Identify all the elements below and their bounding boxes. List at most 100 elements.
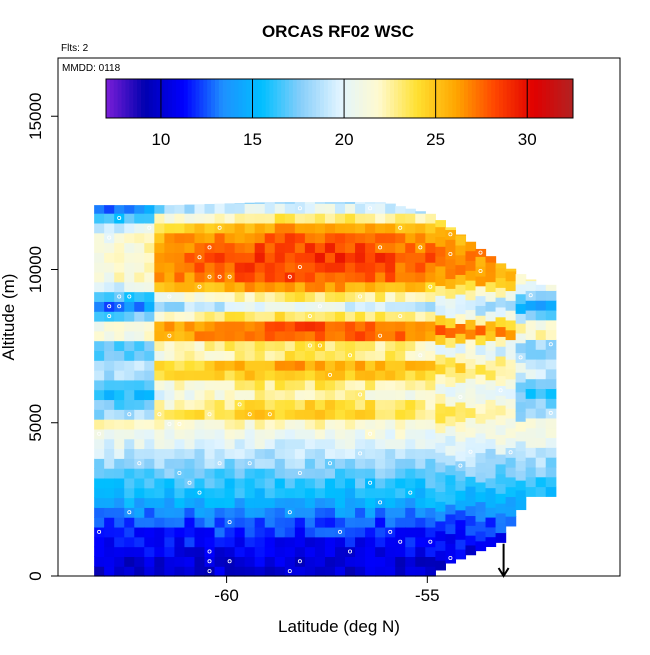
heatmap-cell [244, 468, 256, 479]
heatmap-cell [114, 517, 125, 528]
heatmap-cell [94, 566, 105, 577]
heatmap-cell [174, 399, 186, 410]
heatmap-cell [334, 203, 346, 214]
heatmap-cell [405, 370, 416, 381]
heatmap-cell [134, 360, 145, 371]
heatmap-cell [455, 392, 467, 403]
heatmap-cell [304, 419, 316, 430]
heatmap-cell [284, 389, 296, 401]
heatmap-cell [224, 458, 236, 469]
heatmap-cell [435, 520, 446, 532]
heatmap-cell [475, 511, 487, 522]
heatmap-cell [355, 536, 366, 548]
heatmap-cell [535, 329, 547, 340]
heatmap-cell [94, 222, 105, 234]
heatmap-cell [334, 271, 346, 283]
colorbar-segment [164, 79, 169, 118]
heatmap-cell [254, 281, 266, 293]
heatmap-cell [214, 252, 226, 263]
heatmap-cell [254, 438, 266, 450]
heatmap-cell [284, 419, 296, 430]
heatmap-cell [234, 556, 246, 567]
heatmap-cell [154, 350, 165, 361]
heatmap-cell [334, 291, 346, 302]
heatmap-cell [114, 232, 125, 244]
heatmap-cell [144, 350, 155, 361]
colorbar-segment [475, 79, 481, 118]
heatmap-cell [345, 370, 356, 381]
sample-point [478, 268, 483, 273]
heatmap-cell [244, 389, 256, 401]
sample-point [368, 206, 373, 211]
heatmap-cell [114, 205, 125, 214]
heatmap-cell [124, 350, 135, 361]
heatmap-cell [314, 213, 326, 224]
heatmap-cell [184, 438, 196, 450]
heatmap-cell [204, 556, 216, 567]
sample-point [518, 355, 523, 360]
heatmap-cell [274, 213, 286, 224]
heatmap-cell [224, 320, 236, 332]
heatmap-cell [525, 398, 537, 409]
heatmap-cell [515, 440, 527, 452]
heatmap-cell [525, 280, 537, 291]
sample-point [227, 559, 232, 564]
heatmap-cell [314, 536, 326, 548]
heatmap-cell [405, 507, 416, 518]
heatmap-cell [164, 419, 176, 430]
heatmap-cell [455, 352, 467, 364]
heatmap-cell [144, 536, 155, 548]
heatmap-cell [525, 300, 537, 311]
heatmap-cell [234, 438, 246, 450]
sample-point [167, 333, 172, 338]
sample-point [548, 410, 553, 415]
heatmap-cell [184, 291, 196, 302]
heatmap-cell [214, 409, 226, 420]
heatmap-cell [475, 423, 487, 434]
heatmap-cell [194, 271, 206, 283]
heatmap-cell [294, 232, 306, 244]
heatmap-cell [94, 468, 105, 479]
heatmap-cell [375, 458, 386, 469]
heatmap-cell [244, 556, 256, 567]
heatmap-cell [264, 379, 276, 391]
heatmap-cell [415, 536, 426, 548]
heatmap-cell [134, 477, 145, 489]
heatmap-cell [244, 222, 256, 234]
heatmap-cell [124, 311, 135, 322]
heatmap-cell [204, 399, 216, 410]
heatmap-cell [294, 428, 306, 440]
heatmap-cell [375, 526, 386, 538]
heatmap-cell [264, 242, 276, 253]
heatmap-cell [274, 340, 286, 352]
heatmap-cell [435, 334, 446, 345]
sample-point [347, 353, 352, 358]
heatmap-cell [244, 546, 256, 557]
heatmap-cell [94, 517, 105, 528]
heatmap-cell [395, 252, 406, 263]
heatmap-cell [214, 438, 226, 450]
heatmap-cell [254, 301, 266, 312]
heatmap-cell [304, 203, 316, 214]
heatmap-cell [124, 291, 135, 302]
y-tick-label: 0 [26, 571, 45, 580]
heatmap-cell [505, 476, 517, 488]
colorbar-segment [417, 79, 422, 118]
heatmap-cell [124, 497, 135, 508]
heatmap-cell [174, 497, 186, 508]
heatmap-cell [324, 320, 336, 332]
heatmap-cell [415, 419, 426, 430]
heatmap-cell [385, 536, 396, 548]
heatmap-cell [204, 370, 216, 381]
heatmap-cell [114, 399, 125, 410]
colorbar-segment [246, 79, 251, 118]
heatmap-cell [515, 274, 527, 285]
heatmap-cell [515, 421, 527, 432]
sample-point [167, 294, 172, 299]
heatmap-cell [535, 476, 547, 488]
heatmap-cell [334, 507, 346, 518]
heatmap-cell [124, 213, 135, 224]
heatmap-cell [224, 370, 236, 381]
heatmap-cell [475, 295, 487, 306]
heatmap-cell [395, 271, 406, 283]
